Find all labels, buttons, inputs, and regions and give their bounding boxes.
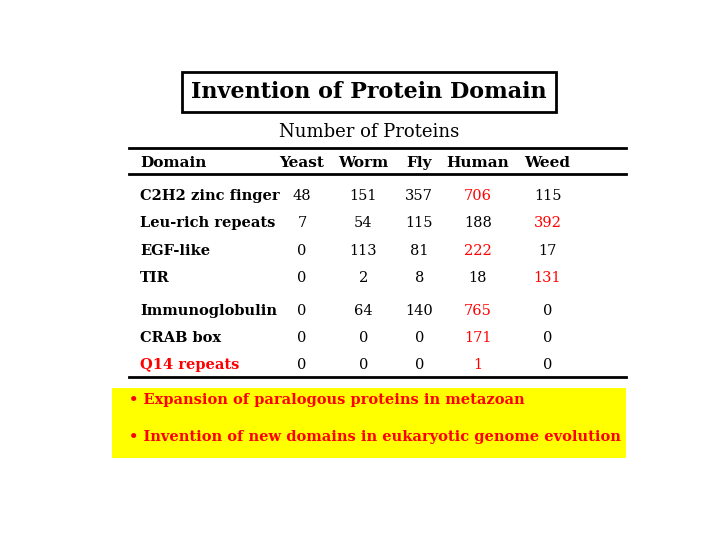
Text: Weed: Weed <box>525 156 570 170</box>
Text: 151: 151 <box>350 189 377 203</box>
Text: 765: 765 <box>464 304 492 318</box>
Text: Number of Proteins: Number of Proteins <box>279 123 459 141</box>
Text: 113: 113 <box>350 244 377 258</box>
Text: 54: 54 <box>354 216 373 230</box>
Text: 0: 0 <box>297 331 307 345</box>
FancyBboxPatch shape <box>112 388 626 458</box>
Text: 131: 131 <box>534 271 562 285</box>
Text: Immunoglobulin: Immunoglobulin <box>140 304 277 318</box>
Text: 0: 0 <box>297 358 307 372</box>
Text: 188: 188 <box>464 216 492 230</box>
Text: 392: 392 <box>534 216 562 230</box>
Text: Domain: Domain <box>140 156 207 170</box>
Text: EGF-like: EGF-like <box>140 244 210 258</box>
Text: 18: 18 <box>469 271 487 285</box>
Text: 0: 0 <box>543 331 552 345</box>
Text: • Expansion of paralogous proteins in metazoan: • Expansion of paralogous proteins in me… <box>129 393 525 407</box>
Text: 8: 8 <box>415 271 424 285</box>
Text: 222: 222 <box>464 244 492 258</box>
Text: 0: 0 <box>359 358 368 372</box>
Text: 171: 171 <box>464 331 492 345</box>
Text: 0: 0 <box>543 358 552 372</box>
Text: Invention of Protein Domain: Invention of Protein Domain <box>192 81 546 103</box>
Text: 81: 81 <box>410 244 428 258</box>
Text: 706: 706 <box>464 189 492 203</box>
Text: 2: 2 <box>359 271 368 285</box>
Text: CRAB box: CRAB box <box>140 331 221 345</box>
Text: Leu-rich repeats: Leu-rich repeats <box>140 216 276 230</box>
Text: Worm: Worm <box>338 156 389 170</box>
Text: 0: 0 <box>359 331 368 345</box>
Text: TIR: TIR <box>140 271 170 285</box>
Text: 64: 64 <box>354 304 373 318</box>
Text: Yeast: Yeast <box>279 156 325 170</box>
Text: 0: 0 <box>415 358 424 372</box>
Text: 0: 0 <box>415 331 424 345</box>
Text: 357: 357 <box>405 189 433 203</box>
Text: Q14 repeats: Q14 repeats <box>140 358 240 372</box>
Text: Fly: Fly <box>407 156 432 170</box>
Text: 0: 0 <box>297 244 307 258</box>
Text: 7: 7 <box>297 216 307 230</box>
Text: 17: 17 <box>539 244 557 258</box>
Text: C2H2 zinc finger: C2H2 zinc finger <box>140 189 280 203</box>
Text: 0: 0 <box>543 304 552 318</box>
Text: 0: 0 <box>297 304 307 318</box>
Text: 140: 140 <box>405 304 433 318</box>
Text: 115: 115 <box>534 189 562 203</box>
Text: 1: 1 <box>473 358 482 372</box>
Text: 48: 48 <box>293 189 311 203</box>
Text: Human: Human <box>446 156 509 170</box>
Text: • Invention of new domains in eukaryotic genome evolution: • Invention of new domains in eukaryotic… <box>129 430 621 444</box>
Text: 115: 115 <box>405 216 433 230</box>
Text: 0: 0 <box>297 271 307 285</box>
